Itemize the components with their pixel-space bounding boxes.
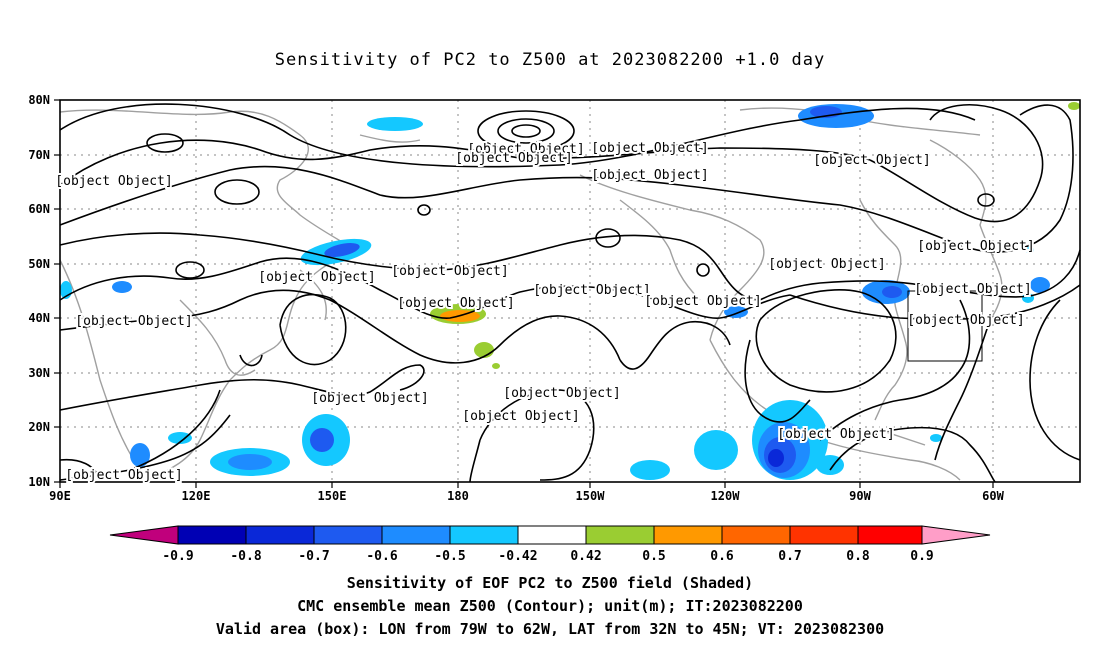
contour-label: [object Object] [907, 313, 1024, 328]
contour-label: [object Object] [777, 427, 894, 442]
lat-label: 40N [28, 311, 50, 325]
colorbar-segment [721, 525, 791, 545]
contour-label: [object Object] [533, 283, 650, 298]
colorbar-label: -0.5 [434, 549, 465, 564]
contour-label: [object Object] [467, 142, 584, 157]
map-title: Sensitivity of PC2 to Z500 at 2023082200… [274, 50, 826, 70]
colorbar-segment [653, 525, 723, 545]
colorbar: -0.9 -0.8 -0.7 -0.6 -0.5 -0.42 0.42 0.5 … [109, 525, 991, 564]
lat-label: 30N [28, 366, 50, 380]
lon-label: 150E [318, 489, 347, 503]
colorbar-segment [585, 525, 655, 545]
contour-label: [object Object] [591, 141, 708, 156]
contour-label: [object Object] [591, 168, 708, 183]
colorbar-end-right [921, 525, 991, 545]
colorbar-segment [517, 525, 587, 545]
contour-label: [object Object] [917, 239, 1034, 254]
tick-marks [54, 99, 994, 488]
contour-labels: [object Object] [object Object] [object … [53, 139, 1036, 485]
lat-label: 80N [28, 93, 50, 107]
lat-label: 70N [28, 148, 50, 162]
lat-label: 60N [28, 202, 50, 216]
contour-label: [object Object] [813, 153, 930, 168]
contour-label: [object Object] [65, 468, 182, 483]
contour-label: [object Object] [462, 409, 579, 424]
colorbar-label: -0.7 [298, 549, 329, 564]
colorbar-label: 0.8 [846, 549, 870, 564]
lon-label: 60W [982, 489, 1004, 503]
colorbar-label: 0.7 [778, 549, 801, 564]
colorbar-label: -0.42 [498, 549, 537, 564]
contour-label: [object Object] [258, 270, 375, 285]
lon-label: 120W [711, 489, 741, 503]
valid-area-box [907, 290, 983, 362]
lat-label: 10N [28, 475, 50, 489]
lon-labels: 90E 120E 150E 180 150W 120W 90W 60W [49, 489, 1004, 503]
contour-label: [object Object] [75, 314, 192, 329]
contour-label: [object Object] [55, 174, 172, 189]
colorbar-segment [313, 525, 383, 545]
lat-labels: 80N 70N 60N 50N 40N 30N 20N 10N [28, 93, 50, 489]
colorbar-label: -0.9 [162, 549, 193, 564]
colorbar-label: -0.6 [366, 549, 397, 564]
contour-label: [object Object] [311, 391, 428, 406]
colorbar-segment [857, 525, 923, 545]
colorbar-label: 0.6 [710, 549, 734, 564]
contour-label: [object Object] [768, 257, 885, 272]
contour-label: [object Object] [914, 282, 1031, 297]
colorbar-label: 0.42 [570, 549, 601, 564]
plot-frame [59, 99, 1081, 483]
colorbar-segment [789, 525, 859, 545]
colorbar-labels: -0.9 -0.8 -0.7 -0.6 -0.5 -0.42 0.42 0.5 … [162, 549, 933, 564]
lon-label: 120E [182, 489, 211, 503]
lon-label: 90W [849, 489, 871, 503]
contour-label: [object Object] [503, 386, 620, 401]
colorbar-label: -0.8 [230, 549, 261, 564]
colorbar-end-left [109, 525, 179, 545]
lat-label: 50N [28, 257, 50, 271]
colorbar-segment [381, 525, 451, 545]
grid-lines [60, 100, 1080, 482]
caption-line-1: Sensitivity of EOF PC2 to Z500 field (Sh… [346, 574, 754, 592]
contour-label: [object Object] [455, 151, 572, 166]
colorbar-label: 0.5 [642, 549, 665, 564]
lon-label: 90E [49, 489, 71, 503]
contour-label: [object Object] [397, 296, 514, 311]
z500-contours [59, 103, 1081, 483]
lat-label: 20N [28, 420, 50, 434]
colorbar-segment [449, 525, 519, 545]
lon-label: 150W [576, 489, 606, 503]
colorbar-segment [177, 525, 247, 545]
colorbar-segment [245, 525, 315, 545]
contour-label: [object Object] [391, 264, 508, 279]
contour-label: [object Object] [644, 294, 761, 309]
lon-label: 180 [447, 489, 469, 503]
colorbar-label: 0.9 [910, 549, 933, 564]
caption-line-3: Valid area (box): LON from 79W to 62W, L… [215, 620, 885, 638]
caption-line-2: CMC ensemble mean Z500 (Contour); unit(m… [297, 597, 803, 615]
